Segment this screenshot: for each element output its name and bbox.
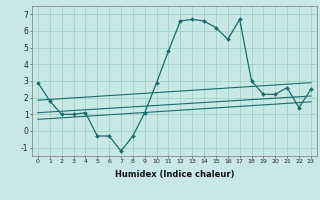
X-axis label: Humidex (Indice chaleur): Humidex (Indice chaleur) [115, 170, 234, 179]
